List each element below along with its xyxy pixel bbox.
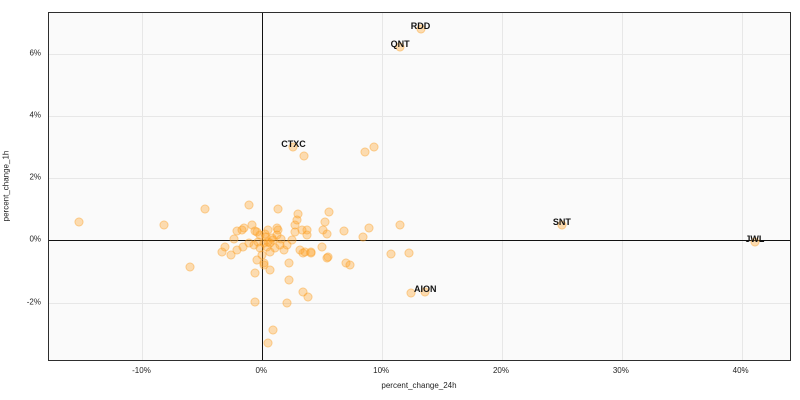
data-point: [268, 325, 278, 335]
data-point: [250, 297, 260, 307]
zero-line-horizontal: [49, 240, 790, 242]
h-gridline: [49, 53, 790, 55]
data-point: [259, 258, 268, 268]
h-gridline: [49, 115, 790, 117]
data-point: [250, 268, 260, 278]
data-point: [272, 223, 282, 233]
data-point: [302, 230, 312, 240]
h-gridline: [49, 302, 790, 304]
data-point: [303, 292, 313, 302]
v-gridline: [621, 13, 623, 360]
data-point: [284, 258, 294, 268]
data-point: [339, 226, 349, 235]
v-gridline: [741, 13, 743, 360]
data-point: [557, 220, 567, 230]
data-point: [288, 142, 298, 152]
plot-area: RDD QNT CTXC SNT JWL AION: [48, 12, 791, 361]
data-point: [265, 265, 275, 275]
data-point: [750, 237, 760, 247]
x-tick-label: 20%: [492, 366, 509, 375]
data-point: [404, 248, 414, 258]
y-tick-label: 0%: [29, 234, 41, 244]
data-point: [358, 232, 368, 242]
y-tick-label: 2%: [29, 172, 41, 182]
data-point: [299, 151, 309, 161]
data-point: [395, 42, 405, 52]
data-point: [276, 234, 286, 244]
data-point: [364, 223, 374, 233]
data-point: [292, 215, 302, 225]
data-point: [322, 229, 332, 239]
data-point: [306, 248, 316, 258]
v-gridline: [501, 13, 503, 360]
data-point: [244, 200, 254, 210]
h-gridline: [49, 178, 790, 180]
data-point: [284, 275, 294, 285]
x-tick-label: 0%: [255, 366, 268, 375]
x-tick-label: -10%: [132, 366, 151, 375]
data-point: [322, 253, 332, 263]
data-point: [217, 247, 227, 257]
data-point: [159, 220, 169, 230]
y-tick-label: 6%: [29, 48, 41, 57]
data-point: [255, 243, 265, 253]
data-point: [369, 142, 379, 152]
data-point: [263, 338, 273, 348]
point-annotation: CTXC: [281, 138, 306, 149]
y-axis-title: percent_change_1h: [1, 150, 11, 222]
data-point: [282, 240, 292, 250]
x-tick-label: 10%: [373, 366, 390, 375]
data-point: [229, 234, 239, 244]
data-point: [360, 147, 370, 157]
point-annotation: QNT: [390, 39, 410, 50]
data-point: [345, 260, 355, 270]
data-point: [320, 217, 330, 227]
y-tick-label: -2%: [26, 297, 41, 307]
y-tick-label: 4%: [29, 110, 41, 120]
point-annotation: RDD: [410, 20, 431, 31]
data-point: [395, 220, 405, 230]
zero-line-vertical: [262, 13, 264, 360]
data-point: [185, 262, 195, 272]
point-annotation: JWL: [745, 234, 765, 245]
data-point: [386, 249, 396, 259]
data-point: [273, 204, 283, 214]
data-point: [263, 225, 273, 235]
data-point: [237, 225, 247, 235]
data-point: [298, 287, 308, 297]
point-annotation: AION: [414, 283, 437, 294]
data-point: [317, 242, 327, 252]
data-point: [226, 250, 236, 260]
x-axis-title: percent_change_24h: [381, 381, 457, 390]
data-point: [265, 247, 275, 257]
x-tick-label: 30%: [612, 366, 629, 375]
data-point: [267, 233, 277, 243]
data-point: [74, 217, 84, 227]
v-gridline: [382, 13, 384, 360]
data-point: [287, 235, 297, 245]
data-point: [406, 288, 416, 298]
data-point: [420, 287, 430, 297]
data-point: [250, 226, 260, 236]
point-annotation: SNT: [552, 216, 571, 227]
x-tick-label: 40%: [732, 366, 749, 375]
data-point: [200, 204, 210, 214]
v-gridline: [142, 13, 144, 360]
data-point: [324, 207, 334, 217]
data-point: [282, 298, 292, 308]
data-point: [416, 24, 425, 34]
